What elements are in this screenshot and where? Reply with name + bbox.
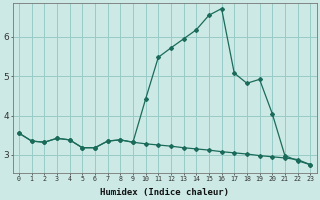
X-axis label: Humidex (Indice chaleur): Humidex (Indice chaleur): [100, 188, 229, 197]
